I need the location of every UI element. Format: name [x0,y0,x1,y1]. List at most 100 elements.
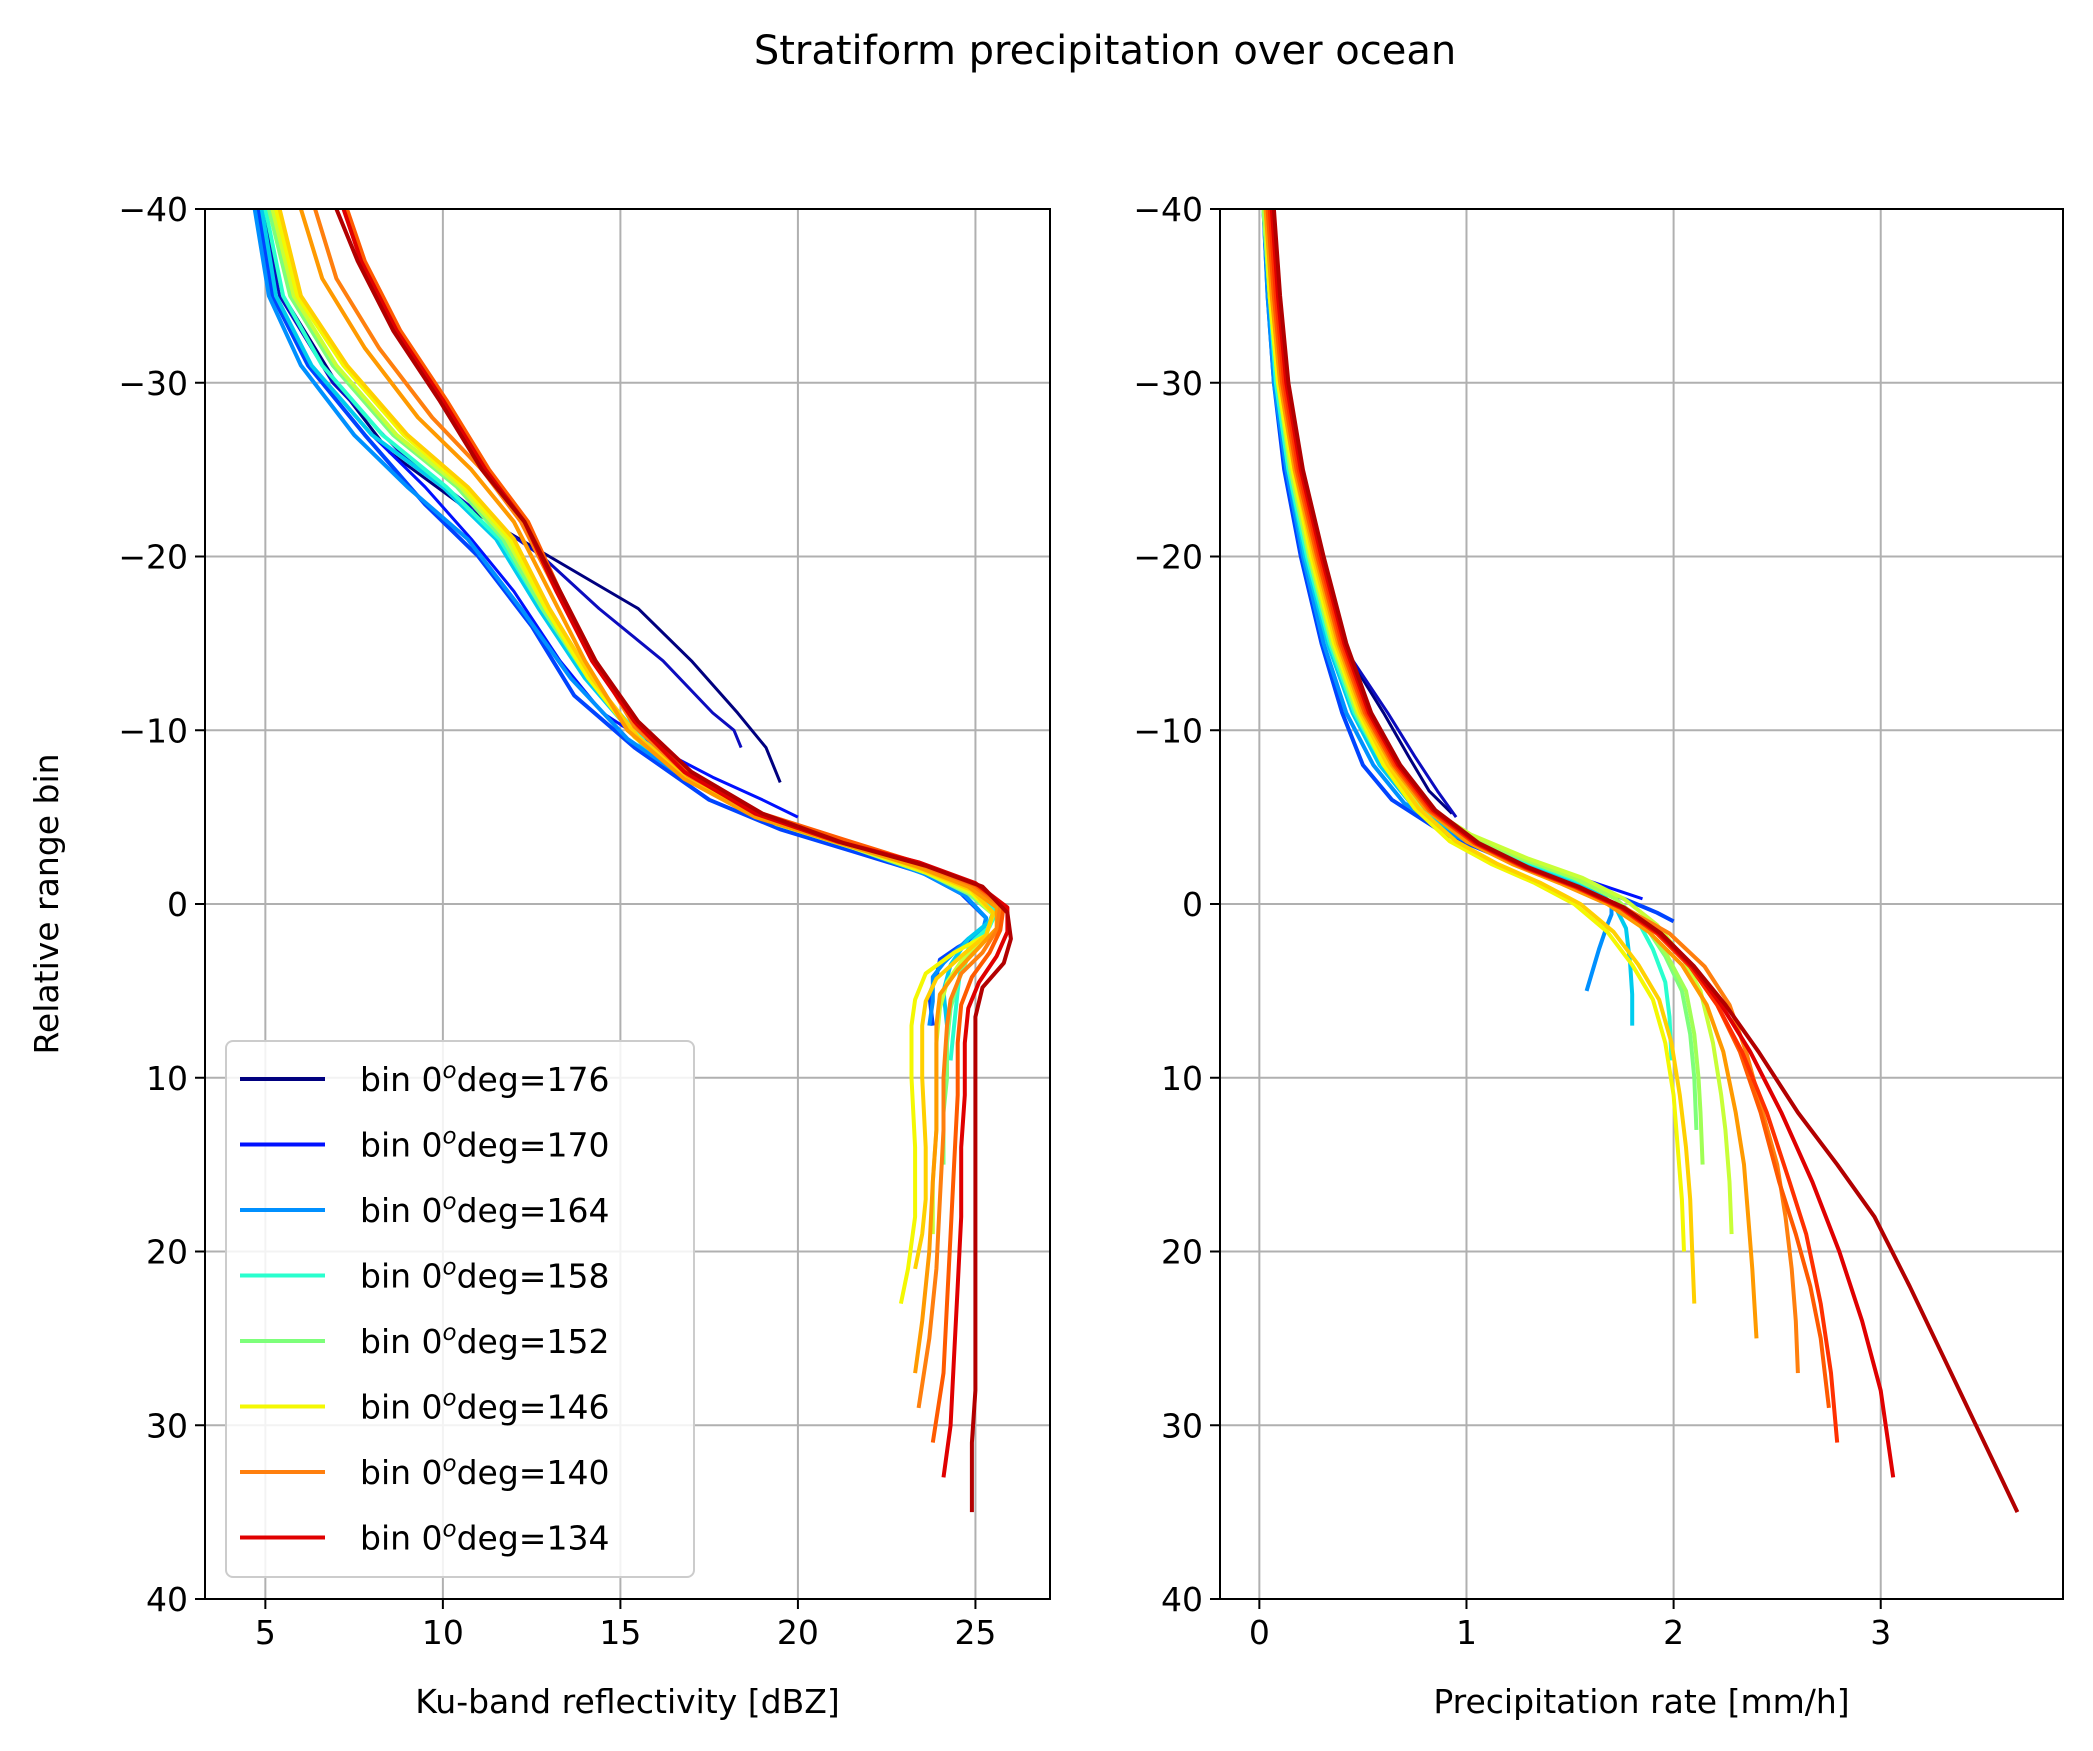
legend-label: bin 0odeg=158 [360,1255,609,1296]
right-y-tick-label: 40 [1161,1580,1203,1619]
legend-entry: bin 0odeg=170 [240,1124,609,1165]
left-y-tick: 10 [146,1059,205,1098]
right-series-line [1265,208,1831,1409]
right-y-tick: 30 [1161,1406,1220,1445]
right-y-tick-label: 10 [1161,1059,1203,1098]
legend-label-sup: o [443,1517,457,1543]
left-x-tick-label: 5 [255,1613,276,1652]
right-series-line [1263,208,1697,1304]
right-series-group [1261,208,2020,1513]
left-y-tick-label: 0 [167,885,188,924]
right-series-line [1263,208,1686,1252]
right-x-tick: 3 [1870,1599,1891,1652]
legend-label-sup: o [443,1124,457,1150]
legend-label-sup: o [443,1189,457,1215]
left-x-tick-label: 10 [422,1613,464,1652]
left-y-tick-label: 10 [146,1059,188,1098]
left-x-axis-label: Ku-band reflectivity [dBZ] [415,1682,839,1721]
right-y-tick: −20 [1133,538,1220,577]
legend-entry: bin 0odeg=140 [240,1451,609,1492]
left-y-tick: 0 [167,885,205,924]
right-x-tick-label: 2 [1663,1613,1684,1652]
left-series-group [252,208,1013,1513]
left-series-line [260,208,782,783]
right-panel: 0 1 2 3 −40 −30 −20 −10 0 10 20 30 40 Precipitation… [1133,190,2064,1721]
left-x-tick-label: 20 [777,1613,819,1652]
figure-title: Stratiform precipitation over ocean [754,28,1456,74]
legend-label-suffix: deg=140 [457,1453,610,1492]
right-y-tick-label: 30 [1161,1406,1203,1445]
right-series-line [1263,208,1759,1339]
left-y-tick-label: −40 [118,190,188,229]
left-series-line [298,208,999,1374]
left-x-tick: 5 [255,1599,276,1652]
right-y-tick-label: −30 [1133,364,1203,403]
legend-label-suffix: deg=176 [457,1060,610,1099]
legend-label-prefix: bin 0 [360,1126,443,1165]
legend-label-prefix: bin 0 [360,1191,443,1230]
left-series-line [256,208,989,1026]
left-y-tick: −20 [118,538,205,577]
right-y-tick: 40 [1161,1580,1220,1619]
right-x-ticks: 0 1 2 3 [1249,1599,1891,1652]
left-y-ticks: −40 −30 −20 −10 0 10 20 30 40 [118,190,205,1619]
left-series-line [260,208,743,749]
right-y-tick: −40 [1133,190,1220,229]
left-x-tick-label: 15 [599,1613,641,1652]
legend-entry: bin 0odeg=152 [240,1320,609,1361]
right-x-tick: 0 [1249,1599,1270,1652]
legend-label-prefix: bin 0 [360,1257,443,1296]
right-x-tick-label: 1 [1456,1613,1477,1652]
right-grid [1220,208,2063,1600]
left-series-line [256,208,799,819]
left-y-tick: −10 [118,711,205,750]
right-y-tick: 0 [1182,885,1220,924]
left-y-tick-label: 30 [146,1406,188,1445]
legend-label: bin 0odeg=134 [360,1517,609,1558]
legend-label-suffix: deg=134 [457,1519,610,1558]
legend-label-sup: o [443,1451,457,1477]
legend-label-sup: o [443,1386,457,1412]
left-y-tick: −30 [118,364,205,403]
left-y-tick: 30 [146,1406,205,1445]
right-series-line [1271,208,2020,1513]
left-y-tick-label: 20 [146,1233,188,1272]
left-y-tick: 20 [146,1233,205,1272]
legend-entry: bin 0odeg=176 [240,1058,609,1099]
right-y-tick: −30 [1133,364,1220,403]
left-x-tick: 20 [777,1599,819,1652]
right-y-tick: 10 [1161,1059,1220,1098]
legend-label-suffix: deg=146 [457,1388,610,1427]
legend-label-sup: o [443,1255,457,1281]
right-x-tick-label: 0 [1249,1613,1270,1652]
legend-label-suffix: deg=152 [457,1322,610,1361]
right-y-tick-label: 0 [1182,885,1203,924]
legend-label-prefix: bin 0 [360,1060,443,1099]
right-y-tick: 20 [1161,1233,1220,1272]
legend-label: bin 0odeg=170 [360,1124,609,1165]
left-y-tick: −40 [118,190,205,229]
legend-label: bin 0odeg=176 [360,1058,609,1099]
legend-entry: bin 0odeg=164 [240,1189,609,1230]
legend-label-prefix: bin 0 [360,1322,443,1361]
right-x-tick: 1 [1456,1599,1477,1652]
legend-label-sup: o [443,1058,457,1084]
legend-label-prefix: bin 0 [360,1453,443,1492]
right-series-line [1269,208,1896,1478]
legend-label: bin 0odeg=164 [360,1189,609,1230]
right-y-tick-label: −10 [1133,711,1203,750]
left-y-tick: 40 [146,1580,205,1619]
legend-entry: bin 0odeg=158 [240,1255,609,1296]
legend-label-prefix: bin 0 [360,1519,443,1558]
right-x-tick-label: 3 [1870,1613,1891,1652]
right-series-line [1261,208,1705,1165]
legend-box [225,1040,695,1578]
left-y-tick-label: −10 [118,711,188,750]
left-x-tick: 25 [954,1599,996,1652]
legend-label-suffix: deg=170 [457,1126,610,1165]
legend-label: bin 0odeg=152 [360,1320,609,1361]
legend-label: bin 0odeg=140 [360,1451,609,1492]
